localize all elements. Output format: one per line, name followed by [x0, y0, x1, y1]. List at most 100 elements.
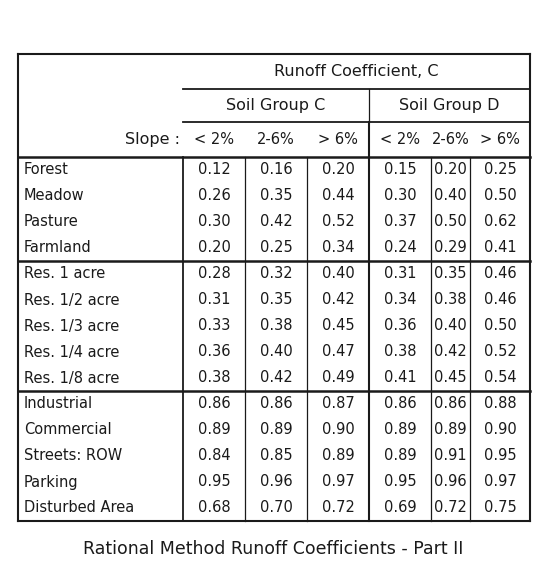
Text: 0.47: 0.47 — [322, 345, 354, 360]
Text: Farmland: Farmland — [24, 241, 92, 256]
Text: 0.40: 0.40 — [434, 189, 467, 203]
Text: Runoff Coefficient, C: Runoff Coefficient, C — [274, 64, 439, 79]
Text: 0.46: 0.46 — [484, 293, 517, 308]
Text: < 2%: < 2% — [194, 132, 234, 147]
Text: 0.86: 0.86 — [260, 397, 292, 412]
Text: 0.40: 0.40 — [434, 318, 467, 333]
Text: Soil Group D: Soil Group D — [399, 98, 500, 113]
Text: 0.84: 0.84 — [198, 449, 230, 464]
Text: 0.40: 0.40 — [260, 345, 292, 360]
Text: 0.34: 0.34 — [384, 293, 416, 308]
Text: Soil Group C: Soil Group C — [227, 98, 325, 113]
Text: 0.42: 0.42 — [322, 293, 354, 308]
Text: 2-6%: 2-6% — [257, 132, 295, 147]
Text: Res. 1/8 acre: Res. 1/8 acre — [24, 370, 120, 385]
Text: 0.45: 0.45 — [322, 318, 354, 333]
Text: 0.95: 0.95 — [484, 449, 517, 464]
Text: 0.31: 0.31 — [198, 293, 230, 308]
Text: Pasture: Pasture — [24, 214, 79, 230]
Text: 0.72: 0.72 — [322, 500, 354, 516]
Text: Forest: Forest — [24, 162, 69, 178]
Text: 0.96: 0.96 — [434, 474, 467, 489]
Text: 0.89: 0.89 — [434, 422, 467, 437]
Text: 0.89: 0.89 — [198, 422, 230, 437]
Text: 2-6%: 2-6% — [432, 132, 470, 147]
Text: 0.69: 0.69 — [384, 500, 416, 516]
Text: 0.52: 0.52 — [322, 214, 354, 230]
Text: 0.36: 0.36 — [198, 345, 230, 360]
Text: 0.90: 0.90 — [484, 422, 517, 437]
Text: Disturbed Area: Disturbed Area — [24, 500, 134, 516]
Text: 0.38: 0.38 — [198, 370, 230, 385]
Text: 0.88: 0.88 — [484, 397, 517, 412]
Text: 0.85: 0.85 — [260, 449, 292, 464]
Text: 0.49: 0.49 — [322, 370, 354, 385]
Text: 0.12: 0.12 — [198, 162, 230, 178]
Text: Commercial: Commercial — [24, 422, 111, 437]
Text: 0.72: 0.72 — [434, 500, 467, 516]
Text: 0.16: 0.16 — [260, 162, 292, 178]
Text: 0.86: 0.86 — [434, 397, 467, 412]
Text: 0.20: 0.20 — [322, 162, 354, 178]
Text: Res. 1/3 acre: Res. 1/3 acre — [24, 318, 119, 333]
Text: > 6%: > 6% — [318, 132, 358, 147]
Text: > 6%: > 6% — [480, 132, 520, 147]
Text: 0.45: 0.45 — [434, 370, 467, 385]
Text: 0.50: 0.50 — [484, 318, 517, 333]
Text: 0.89: 0.89 — [260, 422, 292, 437]
Text: 0.86: 0.86 — [384, 397, 416, 412]
Text: 0.25: 0.25 — [484, 162, 517, 178]
Text: 0.32: 0.32 — [260, 266, 292, 281]
Text: 0.38: 0.38 — [384, 345, 416, 360]
Text: 0.35: 0.35 — [434, 266, 467, 281]
Text: Industrial: Industrial — [24, 397, 93, 412]
Text: 0.41: 0.41 — [384, 370, 416, 385]
Text: 0.33: 0.33 — [198, 318, 230, 333]
Text: 0.89: 0.89 — [384, 422, 416, 437]
Text: 0.38: 0.38 — [434, 293, 467, 308]
Text: 0.29: 0.29 — [434, 241, 467, 256]
Text: Meadow: Meadow — [24, 189, 85, 203]
Text: Streets: ROW: Streets: ROW — [24, 449, 122, 464]
Text: 0.41: 0.41 — [484, 241, 517, 256]
Text: Res. 1/4 acre: Res. 1/4 acre — [24, 345, 120, 360]
Text: 0.42: 0.42 — [434, 345, 467, 360]
Text: 0.86: 0.86 — [198, 397, 230, 412]
Text: Slope :: Slope : — [125, 132, 180, 147]
Text: 0.42: 0.42 — [260, 214, 292, 230]
Text: 0.42: 0.42 — [260, 370, 292, 385]
Text: 0.97: 0.97 — [322, 474, 354, 489]
Text: 0.30: 0.30 — [384, 189, 416, 203]
Text: 0.95: 0.95 — [384, 474, 416, 489]
Text: 0.50: 0.50 — [484, 189, 517, 203]
Text: 0.97: 0.97 — [484, 474, 517, 489]
Text: 0.89: 0.89 — [322, 449, 354, 464]
Text: 0.91: 0.91 — [434, 449, 467, 464]
Text: 0.90: 0.90 — [322, 422, 354, 437]
Text: 0.28: 0.28 — [198, 266, 230, 281]
Text: 0.20: 0.20 — [198, 241, 230, 256]
Text: 0.87: 0.87 — [322, 397, 354, 412]
Text: 0.46: 0.46 — [484, 266, 517, 281]
Text: 0.31: 0.31 — [384, 266, 416, 281]
Text: 0.36: 0.36 — [384, 318, 416, 333]
Text: Res. 1 acre: Res. 1 acre — [24, 266, 105, 281]
Text: 0.30: 0.30 — [198, 214, 230, 230]
Text: 0.25: 0.25 — [260, 241, 292, 256]
Text: 0.89: 0.89 — [384, 449, 416, 464]
Text: 0.50: 0.50 — [434, 214, 467, 230]
Text: 0.95: 0.95 — [198, 474, 230, 489]
Text: 0.70: 0.70 — [259, 500, 293, 516]
Text: 0.26: 0.26 — [198, 189, 230, 203]
Text: 0.54: 0.54 — [484, 370, 517, 385]
Text: 0.35: 0.35 — [260, 293, 292, 308]
Text: 0.40: 0.40 — [322, 266, 354, 281]
Text: Rational Method Runoff Coefficients - Part II: Rational Method Runoff Coefficients - Pa… — [83, 540, 463, 558]
Text: 0.62: 0.62 — [484, 214, 517, 230]
Text: 0.15: 0.15 — [384, 162, 416, 178]
Text: 0.68: 0.68 — [198, 500, 230, 516]
Text: 0.20: 0.20 — [434, 162, 467, 178]
Text: 0.75: 0.75 — [484, 500, 517, 516]
Text: 0.44: 0.44 — [322, 189, 354, 203]
Text: 0.38: 0.38 — [260, 318, 292, 333]
